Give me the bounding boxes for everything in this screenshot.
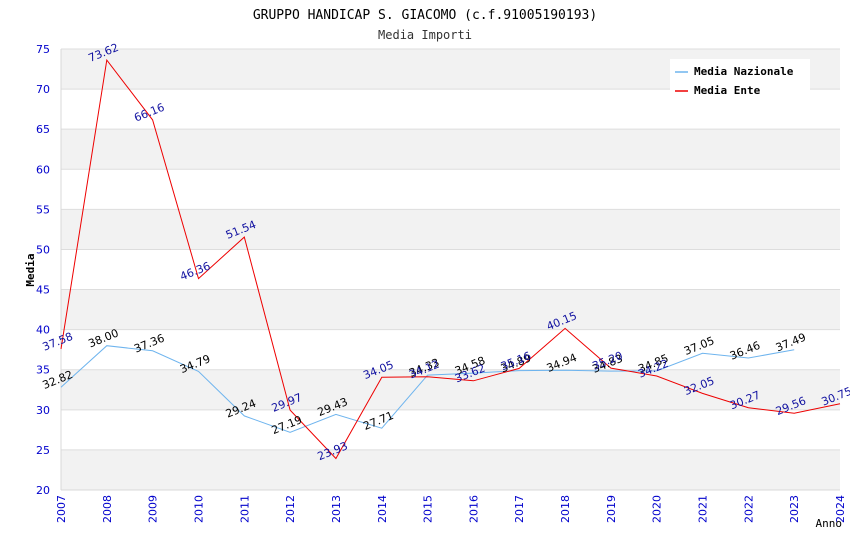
x-tick-label: 2016 — [467, 495, 480, 523]
x-tick-label: 2018 — [559, 495, 572, 523]
x-tick-label: 2021 — [697, 495, 710, 523]
x-tick-label: 2022 — [742, 495, 755, 523]
series-lines — [60, 58, 841, 460]
plot-background — [61, 49, 840, 490]
y-tick-label: 20 — [36, 484, 50, 497]
x-tick-label: 2012 — [284, 495, 297, 523]
plot-band — [61, 369, 840, 410]
x-tick-label: 2020 — [651, 495, 664, 523]
x-tick-label: 2007 — [55, 495, 68, 523]
x-tick-label: 2015 — [422, 495, 435, 523]
x-tick-label: 2008 — [101, 495, 114, 523]
gridlines — [61, 48, 840, 491]
x-tick-label: 2011 — [238, 495, 251, 523]
chart-title: GRUPPO HANDICAP S. GIACOMO (c.f.91005190… — [253, 8, 597, 23]
legend-box — [670, 59, 810, 101]
x-axis-label: Anno — [816, 517, 843, 530]
legend-label-ente: Media Ente — [694, 84, 761, 97]
y-axis-ticks: 20 25 30 35 40 45 50 55 60 65 70 75 — [36, 43, 50, 497]
x-tick-label: 2009 — [147, 495, 160, 523]
plot-band — [61, 449, 840, 490]
legend: Media Nazionale Media Ente — [670, 59, 810, 101]
x-tick-label: 2013 — [330, 495, 343, 523]
y-tick-label: 65 — [36, 123, 50, 136]
y-tick-label: 50 — [36, 243, 50, 256]
y-tick-label: 45 — [36, 284, 50, 297]
x-tick-label: 2010 — [192, 495, 205, 523]
legend-label-nazionale: Media Nazionale — [694, 65, 794, 78]
y-tick-label: 60 — [36, 163, 50, 176]
series-line-media-nazionale — [60, 345, 795, 433]
y-tick-label: 70 — [36, 83, 50, 96]
y-tick-label: 55 — [36, 203, 50, 216]
y-axis-label: Media — [24, 253, 37, 286]
x-tick-label: 2017 — [513, 495, 526, 523]
y-tick-label: 35 — [36, 364, 50, 377]
y-tick-label: 30 — [36, 404, 50, 417]
x-tick-label: 2014 — [376, 495, 389, 523]
plot-band — [61, 209, 840, 250]
plot-band — [61, 249, 840, 290]
x-tick-label: 2019 — [605, 495, 618, 523]
plot-band — [61, 129, 840, 170]
plot-band — [61, 169, 840, 210]
chart-subtitle: Media Importi — [378, 28, 472, 42]
x-axis-ticks: 2007 2008 2009 2010 2011 2012 2013 2014 2015 2016… — [55, 495, 847, 523]
series-line-media-ente — [60, 58, 841, 460]
y-tick-label: 40 — [36, 324, 50, 337]
axes — [60, 49, 840, 491]
y-tick-label: 75 — [36, 43, 50, 56]
plot-band — [61, 329, 840, 370]
x-tick-label: 2023 — [788, 495, 801, 523]
y-tick-label: 25 — [36, 444, 50, 457]
plot-band — [61, 409, 840, 450]
x-tick-label: 2024 — [834, 495, 847, 523]
plot-band — [61, 289, 840, 330]
